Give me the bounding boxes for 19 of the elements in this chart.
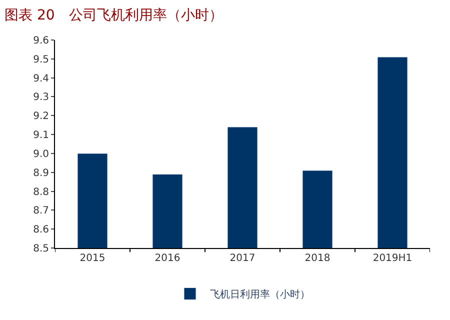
y-tick-label: 9.1 [33,130,49,142]
y-tick-label: 8.9 [33,168,49,179]
x-tick-label: 2017 [230,253,256,264]
y-tick-label: 9.0 [33,148,49,160]
y-tick-label: 9.2 [33,111,49,122]
x-tick-label: 2015 [80,253,106,264]
x-tick-label: 2018 [304,253,330,264]
y-tick-label: 9.6 [33,36,49,46]
y-tick-label: 8.8 [33,186,49,198]
y-tick-label: 9.5 [33,54,49,66]
x-tick-label: 2019H1 [372,253,412,264]
legend-label: 飞机日利用率（小时） [210,288,310,301]
y-tick-label: 8.5 [33,244,49,254]
chart-title: 图表 20 公司飞机利用率（小时） [4,7,223,24]
y-tick-label: 8.7 [33,206,49,217]
y-tick-label: 9.4 [33,73,49,84]
y-tick-label: 9.3 [33,92,49,104]
y-tick-label: 8.6 [33,224,49,236]
x-tick-label: 2016 [154,253,180,264]
